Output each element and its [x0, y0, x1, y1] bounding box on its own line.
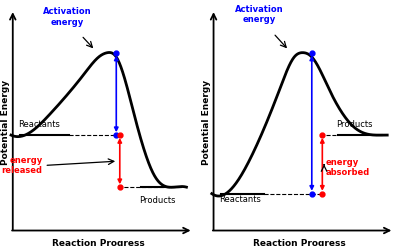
- Text: Reaction Progress: Reaction Progress: [52, 239, 145, 246]
- Text: Reactants: Reactants: [18, 120, 60, 129]
- Text: Products: Products: [139, 196, 176, 205]
- Text: Products: Products: [336, 120, 373, 129]
- Text: energy
absorbed: energy absorbed: [326, 158, 370, 177]
- Text: Reaction Progress: Reaction Progress: [253, 239, 346, 246]
- Text: Activation
energy: Activation energy: [235, 5, 284, 24]
- Text: Potential Energy: Potential Energy: [202, 79, 211, 165]
- Text: Reactants: Reactants: [219, 196, 261, 204]
- Text: Potential Energy: Potential Energy: [1, 79, 10, 165]
- Text: Activation
energy: Activation energy: [43, 7, 92, 27]
- Text: energy
released: energy released: [2, 156, 42, 175]
